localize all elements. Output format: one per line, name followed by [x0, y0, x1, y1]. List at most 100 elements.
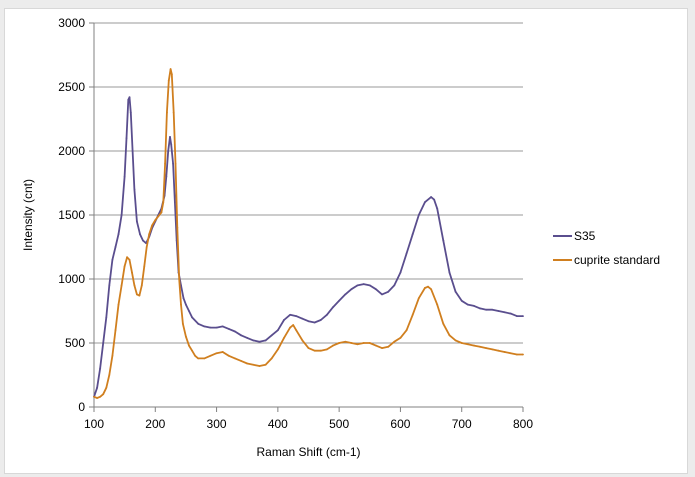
- data-point: [102, 342, 105, 344]
- raman-chart: 0 500 1000 1500 2000 2500 3000 100 200 300 400 500 6…: [21, 16, 660, 459]
- data-point: [203, 325, 206, 328]
- data-point: [485, 347, 488, 350]
- data-point: [221, 325, 224, 328]
- x-tick-label: 800: [513, 417, 533, 431]
- data-point: [338, 299, 341, 302]
- data-point: [136, 220, 138, 223]
- data-point: [417, 214, 420, 216]
- data-point: [368, 284, 371, 287]
- data-point: [172, 162, 174, 165]
- data-point: [301, 317, 304, 320]
- data-point: [411, 233, 414, 236]
- data-point: [143, 265, 146, 268]
- x-tick-label: 200: [145, 417, 165, 431]
- data-point: [221, 351, 224, 353]
- data-point: [126, 256, 128, 259]
- data-point: [283, 336, 285, 339]
- data-point: [246, 362, 249, 365]
- data-point: [460, 342, 463, 344]
- series-lines: [93, 68, 524, 399]
- data-point: [215, 352, 218, 355]
- data-point: [188, 344, 190, 347]
- data-point: [411, 313, 414, 316]
- data-point: [325, 348, 328, 351]
- data-point: [162, 201, 165, 204]
- data-point: [442, 322, 445, 325]
- x-tick-label: 700: [452, 417, 472, 431]
- data-point: [102, 393, 105, 396]
- data-point: [430, 288, 432, 291]
- data-point: [227, 354, 230, 357]
- data-point: [362, 283, 365, 286]
- data-point: [430, 196, 432, 198]
- data-point: [181, 322, 184, 325]
- x-tick-label: 300: [207, 417, 227, 431]
- tick-labels: 0 500 1000 1500 2000 2500 3000 100 200 300 400 500 6…: [58, 16, 533, 431]
- data-point: [522, 315, 524, 318]
- data-point: [448, 271, 451, 274]
- data-point: [325, 313, 328, 316]
- data-point: [246, 336, 249, 339]
- y-tick-label: 2500: [58, 80, 85, 94]
- data-point: [276, 348, 279, 351]
- legend-label-0: S35: [574, 229, 596, 243]
- x-tick-label: 100: [84, 417, 104, 431]
- legend: S35 cuprite standard: [553, 229, 660, 267]
- data-point: [148, 233, 151, 236]
- data-point: [491, 308, 494, 311]
- data-point: [503, 311, 506, 314]
- data-point: [169, 136, 171, 138]
- data-point: [375, 288, 377, 291]
- data-point: [139, 233, 141, 236]
- data-point: [131, 271, 133, 274]
- data-point: [209, 354, 212, 357]
- data-point: [252, 363, 255, 366]
- data-point: [473, 344, 475, 347]
- data-point: [313, 321, 316, 324]
- data-point: [381, 293, 383, 296]
- data-point: [188, 310, 190, 312]
- data-point: [131, 150, 134, 152]
- y-tick-label: 500: [65, 336, 85, 350]
- data-point: [166, 111, 168, 114]
- data-point: [307, 320, 310, 323]
- data-point: [399, 336, 402, 339]
- data-point: [522, 353, 524, 356]
- y-tick-label: 1000: [58, 272, 85, 286]
- data-point: [515, 315, 518, 318]
- data-point: [424, 287, 426, 289]
- data-point: [313, 349, 316, 352]
- chart-frame: 0 500 1000 1500 2000 2500 3000 100 200 300 400 500 6…: [4, 8, 688, 474]
- data-point: [120, 284, 123, 287]
- data-point: [405, 252, 408, 255]
- data-point: [491, 348, 494, 351]
- data-point: [127, 98, 130, 101]
- data-point: [125, 137, 128, 140]
- data-point: [96, 397, 98, 399]
- data-point: [114, 246, 117, 248]
- data-point: [485, 308, 488, 311]
- legend-label-1: cuprite standard: [574, 253, 660, 267]
- data-point: [301, 339, 304, 342]
- data-point: [292, 324, 295, 326]
- data-point: [197, 357, 200, 360]
- data-point: [191, 316, 193, 319]
- data-point: [393, 340, 396, 343]
- data-point: [436, 303, 439, 306]
- data-point: [295, 329, 298, 332]
- data-point: [270, 334, 273, 337]
- data-point: [178, 278, 181, 280]
- data-point: [381, 347, 383, 350]
- data-point: [123, 265, 126, 268]
- data-point: [276, 329, 279, 332]
- data-point: [117, 303, 120, 306]
- data-point: [240, 360, 242, 362]
- data-point: [227, 328, 230, 330]
- data-point: [117, 233, 120, 236]
- data-point: [283, 319, 285, 321]
- data-point: [319, 319, 322, 321]
- data-point: [123, 175, 126, 178]
- data-point: [180, 303, 182, 306]
- data-point: [270, 357, 273, 360]
- data-point: [105, 386, 108, 389]
